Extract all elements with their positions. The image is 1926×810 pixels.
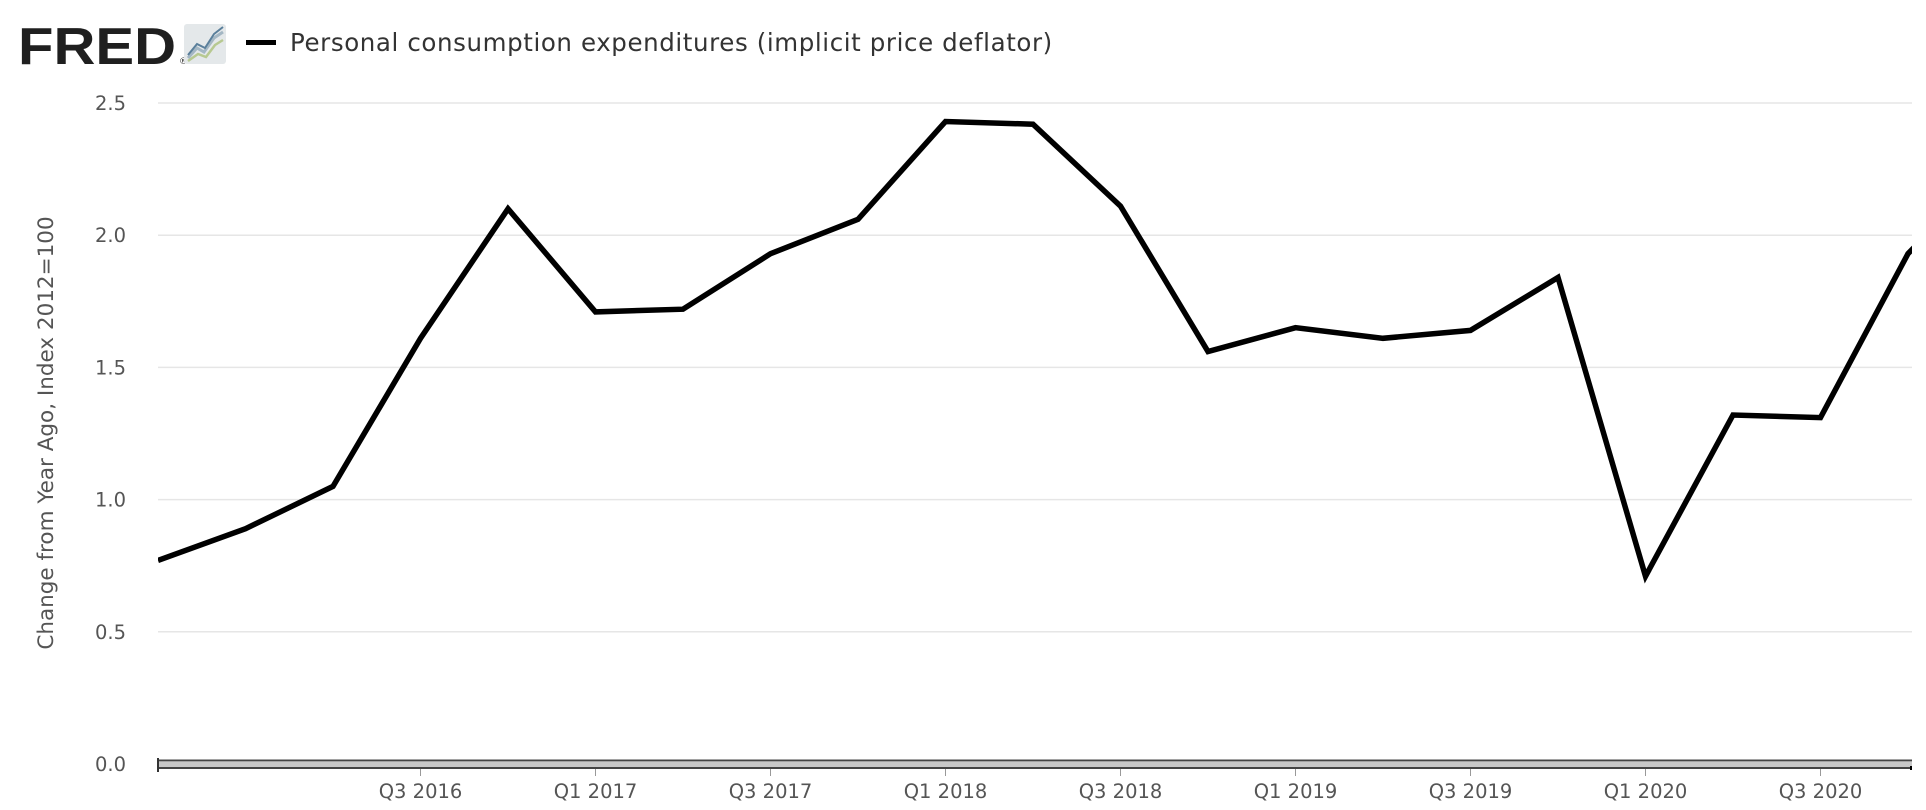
legend-swatch (246, 40, 276, 45)
fred-registered-mark: ® (179, 57, 188, 67)
data-point[interactable] (764, 247, 778, 261)
data-point[interactable] (1639, 569, 1653, 583)
x-tick-label: Q1 2020 (1604, 780, 1688, 803)
data-point[interactable] (939, 115, 953, 129)
data-point[interactable] (1201, 345, 1215, 359)
y-tick-label: 1.0 (95, 489, 126, 512)
fred-logo[interactable]: FRED ® (18, 18, 228, 74)
data-point[interactable] (414, 331, 428, 345)
chart-line-icon (184, 24, 226, 64)
x-tick-label: Q1 2019 (1254, 780, 1338, 803)
data-point[interactable] (1289, 321, 1303, 335)
x-tick-label: Q3 2018 (1079, 780, 1163, 803)
y-tick-label: 0.0 (95, 753, 126, 776)
y-tick-label: 0.5 (95, 621, 126, 644)
series-line[interactable] (158, 118, 1926, 584)
x-axis (157, 758, 1912, 772)
x-tick-label: Q1 2018 (904, 780, 988, 803)
y-tick-label: 2.5 (95, 92, 126, 115)
data-point[interactable] (239, 522, 253, 536)
x-axis-ticks: Q3 2016 Q1 2017 Q3 2017 Q1 2018 Q3 2018 Q1 20… (379, 768, 1863, 803)
data-point[interactable] (589, 305, 603, 319)
x-axis-band (158, 762, 1912, 768)
x-tick-label: Q3 2019 (1429, 780, 1513, 803)
gridlines (158, 102, 1912, 633)
data-point[interactable] (1026, 117, 1040, 131)
data-point[interactable] (326, 479, 340, 493)
data-point[interactable] (1901, 247, 1915, 261)
y-axis-label: Change from Year Ago, Index 2012=100 (34, 216, 59, 649)
fred-logo-text: FRED (18, 18, 176, 74)
data-point[interactable] (676, 302, 690, 316)
data-point[interactable] (1814, 411, 1828, 425)
x-tick-label: Q3 2016 (379, 780, 463, 803)
data-point[interactable] (1114, 199, 1128, 213)
y-tick-label: 1.5 (95, 356, 126, 379)
y-tick-label: 2.0 (95, 224, 126, 247)
data-point[interactable] (851, 212, 865, 226)
data-point[interactable] (1551, 271, 1565, 285)
legend-label: Personal consumption expenditures (impli… (290, 28, 1053, 57)
chart-header: FRED ® Personal consumption expenditures… (18, 18, 1218, 74)
legend: Personal consumption expenditures (impli… (246, 28, 1053, 57)
x-tick-label: Q1 2017 (554, 780, 638, 803)
y-axis-ticks: 0.0 0.5 1.0 1.5 2.0 2.5 (95, 92, 126, 776)
data-point[interactable] (501, 202, 515, 216)
data-point[interactable] (151, 553, 165, 567)
data-point[interactable] (1376, 331, 1390, 345)
series-layer (151, 115, 1926, 584)
x-tick-label: Q3 2020 (1779, 780, 1863, 803)
data-point[interactable] (1726, 408, 1740, 422)
data-point[interactable] (1464, 323, 1478, 337)
x-tick-label: Q3 2017 (729, 780, 813, 803)
